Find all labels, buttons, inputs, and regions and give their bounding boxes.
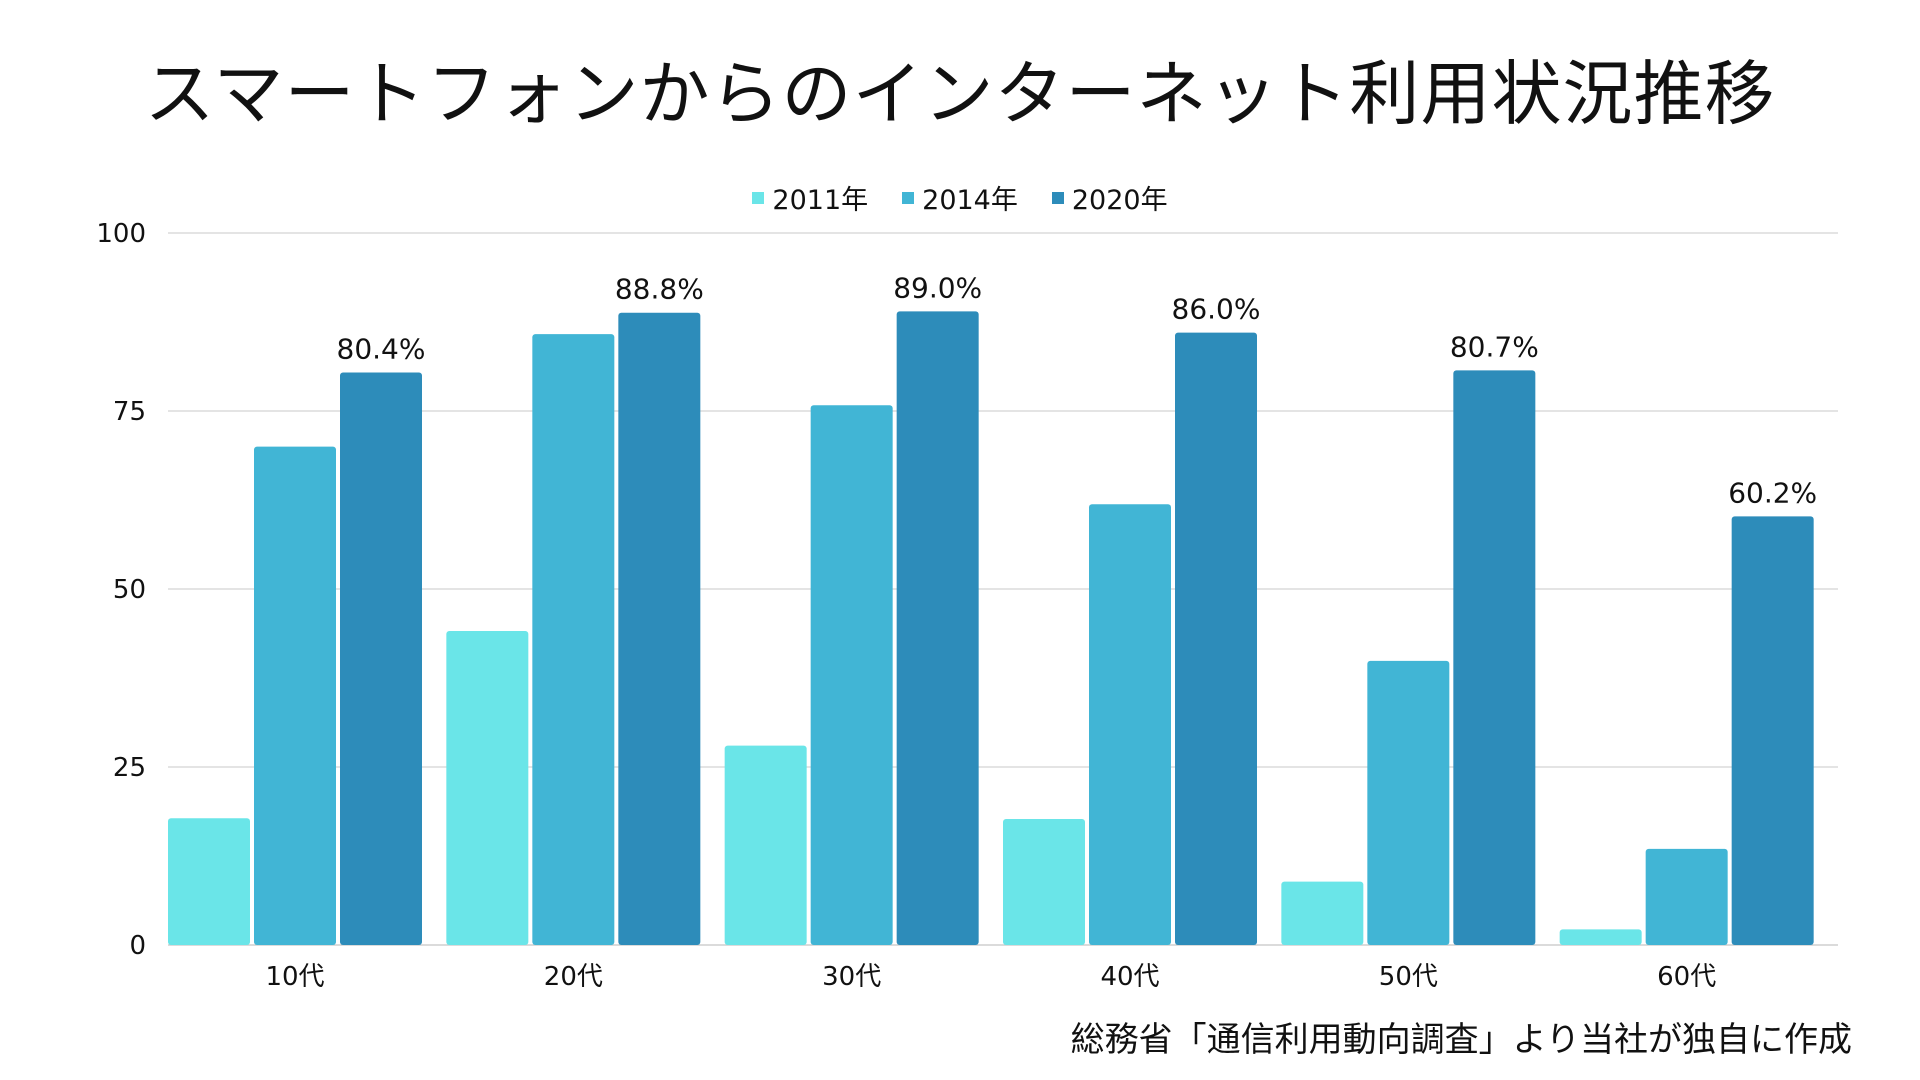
bar-2020年-10代 (340, 372, 422, 945)
chart-title: スマートフォンからのインターネット利用状況推移 (144, 53, 1776, 135)
legend-label-2020: 2020年 (1071, 185, 1168, 216)
legend-item-2014: 2014年 (902, 178, 1018, 217)
y-tick-label-0: 0 (129, 931, 146, 961)
bar-2014年-10代 (254, 446, 336, 945)
source-note: 総務省「通信利用動向調査」より当社が独自に作成 (1070, 1020, 1852, 1060)
data-label-10代: 80.4% (337, 333, 426, 366)
x-tick-label-50代: 50代 (1379, 962, 1438, 992)
bar-2011年-10代 (168, 818, 250, 945)
bar-2014年-50代 (1367, 660, 1450, 945)
bar-2011年-30代 (724, 745, 807, 945)
y-tick-label-50: 50 (113, 575, 146, 605)
legend-label-2011: 2011年 (772, 185, 869, 216)
legend-swatch-2014 (902, 191, 915, 204)
x-tick-label-60代: 60代 (1657, 962, 1716, 992)
x-tick-label-10代: 10代 (265, 962, 324, 992)
chart-legend: 2011年 2014年 2020年 (0, 178, 1920, 217)
bar-2011年-50代 (1281, 881, 1364, 945)
y-tick-label-100: 100 (96, 219, 146, 249)
legend-item-2020: 2020年 (1051, 178, 1168, 217)
data-label-50代: 80.7% (1450, 330, 1539, 363)
bar-2014年-20代 (532, 334, 615, 945)
x-tick-label-30代: 30代 (822, 962, 881, 992)
bar-2014年-60代 (1645, 848, 1728, 945)
bar-2020年-60代 (1731, 516, 1814, 945)
data-label-30代: 89.0% (893, 271, 982, 304)
bar-2020年-30代 (896, 311, 979, 945)
legend-swatch-2020 (1051, 191, 1064, 204)
y-tick-label-25: 25 (113, 753, 146, 783)
bar-2014年-40代 (1089, 504, 1171, 945)
x-tick-label-20代: 20代 (544, 962, 603, 992)
bar-2011年-20代 (446, 631, 529, 945)
legend-label-2014: 2014年 (922, 185, 1018, 216)
data-label-40代: 86.0% (1172, 293, 1261, 326)
y-tick-label-75: 75 (113, 397, 146, 427)
bar-2020年-20代 (618, 312, 701, 945)
bar-2020年-40代 (1175, 332, 1257, 945)
x-tick-label-40代: 40代 (1100, 962, 1159, 992)
data-label-20代: 88.8% (615, 273, 704, 306)
legend-item-2011: 2011年 (752, 178, 868, 217)
bar-2014年-30代 (810, 405, 893, 946)
bar-2011年-60代 (1559, 929, 1642, 945)
data-label-60代: 60.2% (1728, 476, 1817, 509)
bar-2011年-40代 (1003, 818, 1085, 945)
legend-swatch-2011 (752, 191, 765, 204)
bar-2020年-50代 (1453, 370, 1536, 945)
